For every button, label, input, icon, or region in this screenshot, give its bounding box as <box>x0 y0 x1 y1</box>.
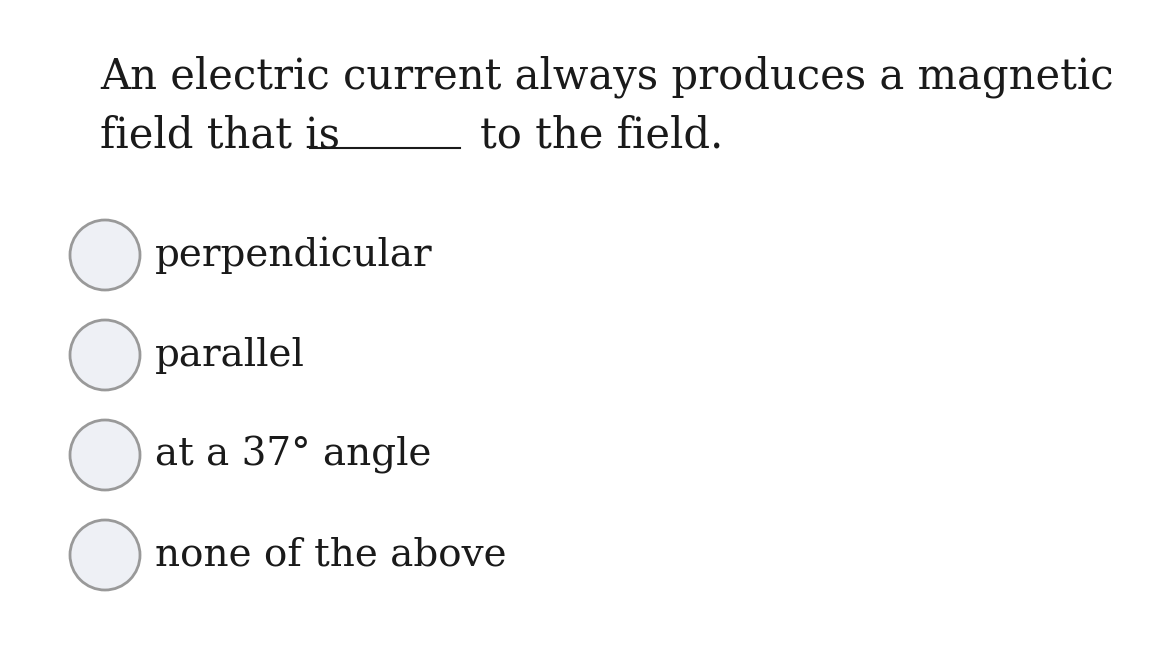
Ellipse shape <box>70 320 140 390</box>
Text: parallel: parallel <box>154 336 305 374</box>
Text: field that is: field that is <box>99 115 340 157</box>
Ellipse shape <box>70 520 140 590</box>
Text: to the field.: to the field. <box>480 115 723 157</box>
Ellipse shape <box>70 220 140 290</box>
Text: none of the above: none of the above <box>154 536 507 574</box>
Text: An electric current always produces a magnetic: An electric current always produces a ma… <box>99 55 1114 97</box>
Text: at a 37° angle: at a 37° angle <box>154 436 432 474</box>
Text: perpendicular: perpendicular <box>154 236 433 274</box>
Ellipse shape <box>70 420 140 490</box>
